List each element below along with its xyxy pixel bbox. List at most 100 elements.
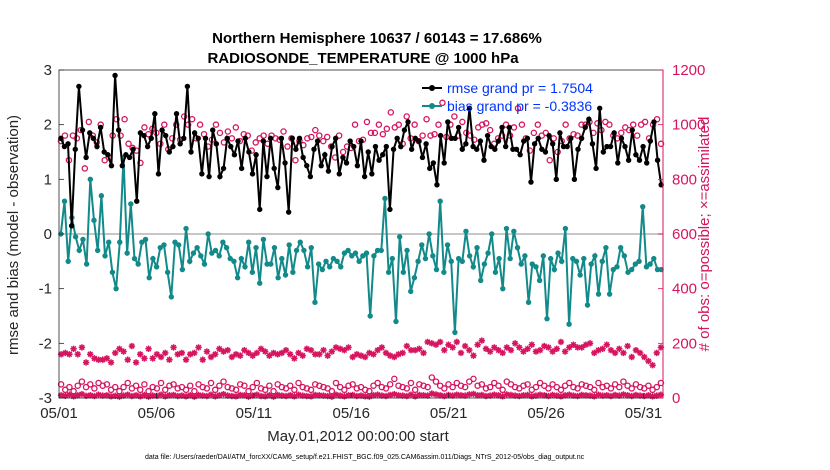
- bias-series-point: [345, 247, 351, 254]
- obs-assimilated-point: [403, 342, 411, 350]
- obs-assimilated-low-point: [624, 392, 631, 399]
- rmse-series-point: [542, 149, 549, 155]
- obs-possible-low-point: [132, 382, 140, 389]
- obs-assimilated-point: [220, 348, 227, 355]
- obs-assimilated-point: [657, 344, 665, 351]
- obs-assimilated-point: [132, 359, 140, 366]
- bias-series-point: [522, 253, 528, 259]
- rmse-series-point: [231, 152, 238, 158]
- bias-series-point: [223, 244, 230, 251]
- rmse-series-point: [633, 152, 639, 158]
- obs-assimilated-low-point: [641, 392, 648, 400]
- obs-assimilated-point: [203, 348, 211, 355]
- obs-assimilated-point: [237, 352, 244, 359]
- obs-assimilated-low-point: [478, 391, 485, 399]
- obs-possible-point: [216, 129, 224, 137]
- rmse-series-point: [184, 83, 191, 90]
- obs-assimilated-point: [78, 344, 86, 351]
- obs-assimilated-point: [611, 349, 619, 357]
- bias-series-point: [242, 264, 248, 270]
- obs-assimilated-low-point: [386, 391, 394, 399]
- obs-assimilated-low-point: [549, 391, 556, 399]
- x-tick-label: 05/11: [236, 405, 272, 422]
- bias-series-point: [551, 266, 558, 273]
- obs-assimilated-low-point: [541, 392, 548, 399]
- obs-assimilated-low-point: [491, 391, 498, 398]
- rmse-series-point: [170, 143, 176, 150]
- obs-assimilated-low-point: [120, 392, 127, 399]
- obs-possible-point: [168, 135, 176, 142]
- bias-series-point: [448, 258, 454, 265]
- obs-possible-point: [395, 121, 402, 128]
- rmse-series-point: [466, 105, 473, 111]
- bias-series-point: [117, 239, 123, 245]
- obs-assimilated-point: [436, 338, 444, 346]
- rmse-series-point: [452, 135, 458, 142]
- obs-assimilated-point: [407, 346, 415, 354]
- bias-series-point: [146, 275, 152, 281]
- rmse-series-point: [159, 127, 165, 133]
- obs-assimilated-low-point: [341, 393, 348, 400]
- rmse-series-point: [202, 135, 209, 142]
- obs-assimilated-point: [636, 349, 644, 357]
- obs-possible-point: [85, 118, 93, 126]
- bias-series-point: [172, 239, 178, 245]
- bias-series-point: [271, 244, 278, 251]
- obs-possible-point: [518, 121, 526, 128]
- rmse-series-point: [65, 141, 71, 147]
- rmse-series-point: [568, 135, 574, 142]
- obs-assimilated-low-point: [528, 393, 535, 400]
- rmse-series-point: [506, 124, 512, 131]
- obs-assimilated-point: [170, 344, 177, 351]
- obs-assimilated-point: [307, 346, 315, 354]
- obs-assimilated-point: [286, 351, 294, 358]
- rmse-series-point: [213, 141, 220, 147]
- obs-possible-point: [335, 132, 343, 139]
- bias-series-point: [65, 258, 71, 265]
- bias-series-point: [161, 242, 167, 248]
- obs-assimilated-point: [112, 349, 119, 357]
- obs-assimilated-low-point: [95, 391, 102, 398]
- obs-possible-low-point: [220, 378, 227, 385]
- obs-assimilated-point: [66, 351, 73, 358]
- bias-series-point: [555, 250, 561, 256]
- obs-assimilated-low-point: [178, 392, 186, 399]
- obs-assimilated-low-point: [391, 390, 398, 398]
- rmse-series-point: [79, 127, 86, 133]
- obs-assimilated-point: [57, 351, 65, 358]
- obs-possible-low-point: [349, 381, 356, 388]
- obs-assimilated-low-point: [278, 392, 286, 399]
- bias-series-point: [408, 288, 414, 295]
- obs-assimilated-point: [316, 351, 323, 358]
- bias-series-point: [128, 201, 134, 207]
- obs-possible-point: [431, 130, 438, 138]
- obs-assimilated-point: [528, 341, 535, 348]
- obs-assimilated-low-point: [241, 392, 248, 399]
- obs-assimilated-point: [499, 349, 506, 357]
- bias-series-point: [363, 250, 370, 256]
- obs-possible-low-group: [57, 374, 665, 395]
- bias-series-point: [319, 266, 326, 273]
- bias-series-point: [179, 266, 186, 273]
- obs-assimilated-low-point: [553, 392, 560, 399]
- bias-series-point: [338, 264, 344, 270]
- y-axis-left: -3 -2 -1 0 1 2 3: [39, 62, 64, 407]
- bias-series-point: [297, 239, 303, 245]
- obs-possible-low-point: [645, 382, 652, 389]
- obs-possible-low-point: [391, 375, 398, 383]
- obs-assimilated-point: [620, 349, 627, 357]
- obs-possible-point: [618, 129, 625, 137]
- obs-assimilated-point: [382, 349, 390, 357]
- obs-assimilated-low-point: [607, 392, 615, 400]
- obs-possible-low-point: [161, 386, 169, 394]
- rmse-series-point: [615, 160, 621, 166]
- bias-series-point: [282, 272, 289, 278]
- bias-series-point: [507, 255, 513, 262]
- obs-assimilated-point: [495, 346, 502, 354]
- rmse-series-point: [654, 157, 661, 163]
- obs-assimilated-point: [257, 345, 265, 352]
- obs-assimilated-low-group: [57, 390, 665, 400]
- obs-possible-point: [629, 121, 637, 128]
- bias-series-point: [220, 239, 226, 245]
